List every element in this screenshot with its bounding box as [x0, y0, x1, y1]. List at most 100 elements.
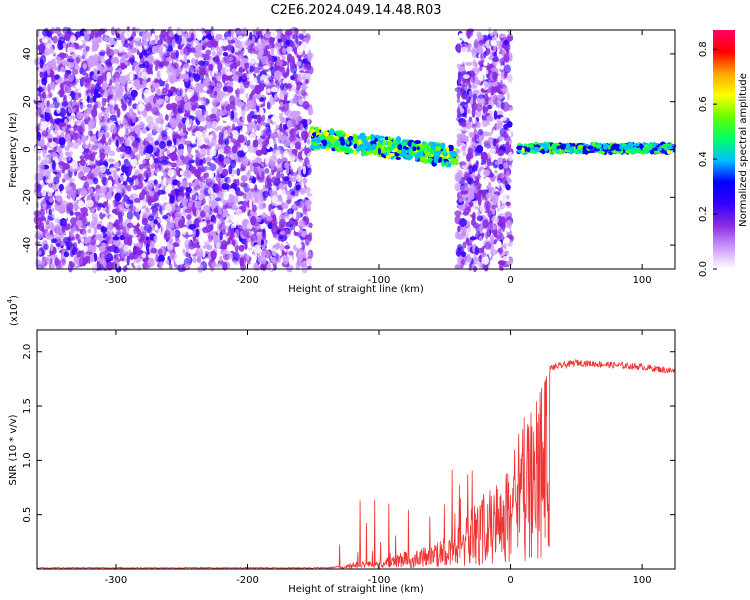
spectrogram-cell — [154, 140, 159, 146]
spectrogram-cell — [234, 39, 242, 49]
spectrogram-cell — [111, 26, 115, 36]
spectrogram-cell — [259, 202, 267, 210]
spectrogram-cell — [288, 250, 294, 256]
spectrogram-cell — [273, 143, 278, 150]
spectrogram-cell — [280, 83, 285, 91]
spectrogram-cell — [265, 128, 272, 137]
spectrogram-cell — [109, 114, 118, 122]
spectrogram-cell — [97, 256, 102, 262]
spectrogram-cell — [154, 254, 159, 262]
spectrogram-cell — [159, 140, 166, 149]
spectrogram-cell — [271, 176, 278, 184]
spectrogram-cell — [195, 109, 202, 118]
spectrogram-cell — [220, 240, 228, 250]
spectrogram-cell — [79, 159, 86, 167]
spectrogram-cell — [141, 217, 149, 226]
spectrogram-cell — [90, 119, 96, 130]
spectrogram-cell — [156, 171, 164, 177]
spectrogram-cell — [92, 40, 99, 49]
spectrogram-cell — [90, 29, 95, 40]
spectrogram-cell — [40, 259, 45, 266]
spectrogram-cell — [135, 209, 139, 214]
spectrogram-cell — [151, 33, 156, 41]
spectrogram-cell — [145, 102, 152, 112]
spectrogram-cell — [262, 232, 267, 240]
spectrogram-cell — [252, 162, 260, 167]
spectrogram-cell — [98, 245, 106, 253]
spectrogram-cell — [222, 52, 229, 57]
spectrogram-cell — [43, 243, 49, 251]
spectrogram-cell — [286, 76, 291, 82]
spectrogram-cell — [260, 251, 266, 256]
spectrogram-cell — [239, 182, 247, 188]
spectrogram-cell — [161, 241, 168, 246]
spectrogram-cell — [49, 197, 54, 203]
spectrogram-cell — [303, 205, 307, 215]
spectrogram-cell — [188, 71, 192, 78]
spectrogram-cell — [151, 106, 159, 115]
spectrogram-cell — [277, 44, 281, 50]
spectrogram-cell — [75, 233, 79, 240]
spectrogram-cell — [293, 232, 299, 237]
spectrogram-cell — [183, 54, 188, 63]
spectrogram-cell — [168, 146, 175, 152]
spectrogram-cell — [139, 199, 143, 208]
spectrogram-cell — [261, 170, 265, 179]
spectrogram-cell — [195, 262, 201, 268]
spectrogram-cell — [101, 97, 107, 107]
spectrogram-cell — [221, 223, 226, 230]
spectrogram-cell — [113, 48, 118, 55]
spectrogram-cell — [201, 129, 209, 140]
spectrogram-cell — [212, 155, 216, 161]
spectrogram-cell — [64, 145, 70, 152]
spectrogram-cell — [153, 95, 157, 104]
spectrogram-cell — [130, 89, 138, 98]
spectrogram-cell — [162, 53, 167, 61]
spectrogram-cell — [124, 218, 132, 223]
spectrogram-cell — [106, 71, 112, 80]
spectrogram-cell — [57, 161, 66, 166]
spectrogram-cell — [72, 141, 80, 150]
spectrogram-cell — [61, 258, 66, 266]
spectrogram-cell — [107, 179, 113, 188]
spectrogram-cell — [244, 40, 251, 47]
spectrogram-cell — [65, 230, 70, 238]
spectrogram-cell — [307, 151, 313, 162]
spectrogram-cell — [303, 63, 311, 70]
spectrogram-cell — [102, 42, 107, 51]
spectrogram-cell — [108, 214, 117, 223]
spectrogram-cell — [129, 72, 134, 81]
spectrogram-cell — [50, 243, 54, 252]
spectrogram-cell — [172, 130, 177, 140]
spectrogram-cell — [222, 74, 226, 84]
spectrogram-cell — [215, 72, 222, 82]
spectrogram-cell — [85, 140, 90, 145]
spectrogram-cell — [223, 129, 228, 139]
spectrogram-cell — [149, 156, 153, 165]
spectrogram-cell — [175, 115, 179, 120]
spectrogram-cell — [98, 51, 106, 57]
spectrogram-cell — [82, 94, 88, 102]
spectrogram-cell — [201, 241, 206, 246]
spectrogram-cell — [175, 210, 183, 220]
spectrogram-cell — [244, 240, 248, 250]
spectrogram-cell — [203, 86, 208, 91]
spectrogram-cell — [63, 236, 71, 244]
spectrogram-cell — [165, 222, 173, 231]
spectrogram-cell — [262, 139, 269, 147]
spectrogram-cell — [227, 177, 232, 184]
spectrogram-cell — [34, 172, 42, 183]
spectrogram-cell — [41, 38, 48, 44]
spectrogram-cell — [55, 171, 62, 179]
spectrogram-cell — [262, 65, 270, 70]
spectrogram-cell — [142, 211, 147, 216]
spectrogram-cell — [266, 215, 273, 222]
spectrogram-cell — [226, 244, 234, 252]
spectrogram-cell — [143, 224, 152, 233]
spectrogram-cell — [87, 228, 92, 234]
spectrogram-cell — [266, 101, 271, 110]
spectrogram-cell — [126, 82, 130, 92]
spectrogram-cell — [214, 54, 220, 65]
spectrogram-cell — [206, 85, 213, 94]
